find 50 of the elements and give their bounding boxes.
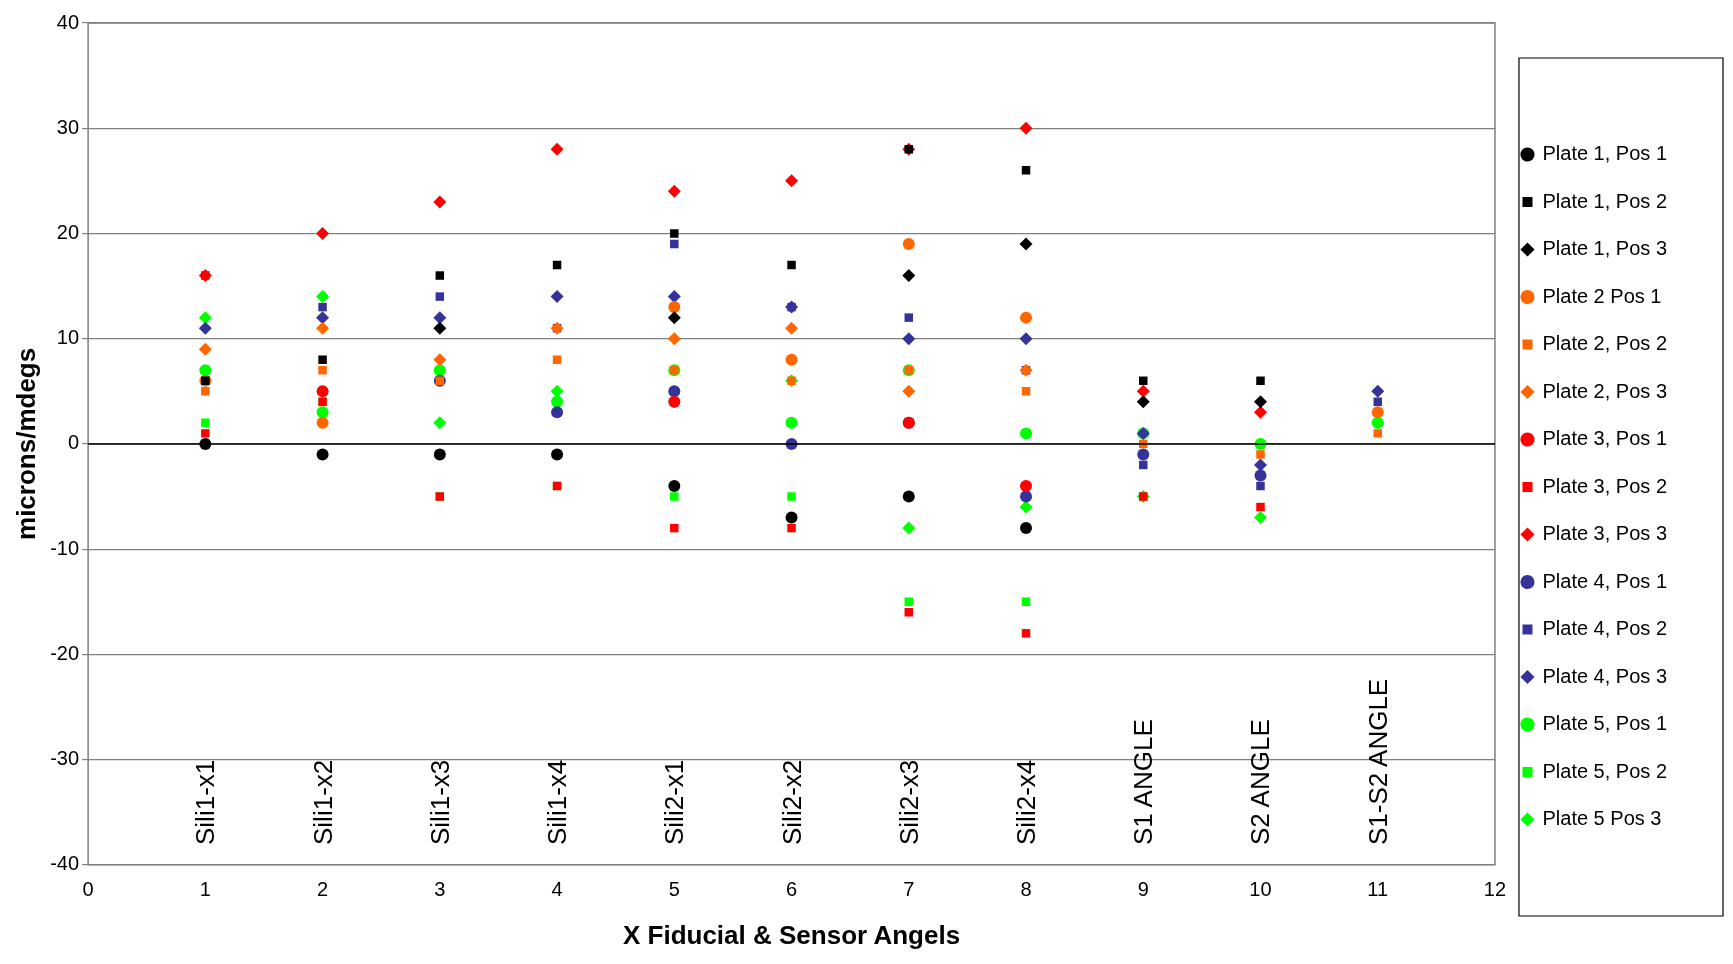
y-tick-label: -10 [50,536,80,559]
legend-label: Plate 5, Pos 2 [1542,759,1668,782]
y-tick-label: -30 [50,747,80,770]
legend-label: Plate 4, Pos 2 [1542,617,1668,640]
legend-label: Plate 1, Pos 1 [1542,142,1668,165]
legend-label: Plate 3, Pos 3 [1542,522,1668,545]
y-tick-label: 0 [67,431,80,454]
y-tick-label: 30 [56,115,80,138]
y-tick-label: 20 [56,220,80,243]
annotation: S2 ANGLE [1245,719,1276,845]
y-axis-title: microns/mdegs [10,347,41,540]
legend-label: Plate 1, Pos 2 [1542,189,1668,212]
x-tick-label: 5 [668,878,680,901]
y-tick-label: 10 [56,326,80,349]
x-tick-label: 7 [903,878,915,901]
x-tick-label: 12 [1483,878,1507,901]
annotation: Sili2-x4 [1011,759,1042,845]
y-tick-label: -20 [50,641,80,664]
annotation: Sili1-x3 [424,759,455,845]
x-tick-label: 10 [1249,878,1272,901]
legend-label: Plate 2, Pos 3 [1542,379,1668,402]
annotation: Sili1-x4 [542,759,573,845]
x-tick-label: 2 [317,878,329,901]
legend-label: Plate 3, Pos 2 [1542,474,1668,497]
y-tick-label: -40 [50,852,80,875]
legend-label: Plate 2 Pos 1 [1542,284,1662,307]
legend-label: Plate 4, Pos 1 [1542,569,1668,592]
x-tick-label: 1 [199,878,211,901]
annotation: S1-S2 ANGLE [1362,678,1393,845]
legend-label: Plate 1, Pos 3 [1542,237,1668,260]
annotation: Sili2-x2 [776,759,807,845]
annotation: S1 ANGLE [1128,719,1159,845]
x-tick-label: 4 [551,878,563,901]
x-tick-label: 3 [434,878,446,901]
legend-label: Plate 3, Pos 1 [1542,427,1668,450]
x-axis-title: X Fiducial & Sensor Angels [622,919,961,950]
legend-label: Plate 5 Pos 3 [1542,807,1662,830]
annotation: Sili1-x2 [307,759,338,845]
annotation: Sili2-x3 [893,759,924,845]
x-tick-label: 11 [1367,878,1389,901]
legend-label: Plate 4, Pos 3 [1542,664,1668,687]
x-tick-label: 0 [82,878,94,901]
y-tick-label: 40 [56,10,80,33]
x-tick-label: 6 [785,878,798,901]
x-tick-label: 9 [1137,878,1149,901]
legend-label: Plate 2, Pos 2 [1542,332,1668,355]
annotation: Sili2-x1 [659,759,690,845]
legend-label: Plate 5, Pos 1 [1542,712,1668,735]
x-tick-label: 8 [1020,878,1032,901]
annotation: Sili1-x1 [190,759,221,845]
